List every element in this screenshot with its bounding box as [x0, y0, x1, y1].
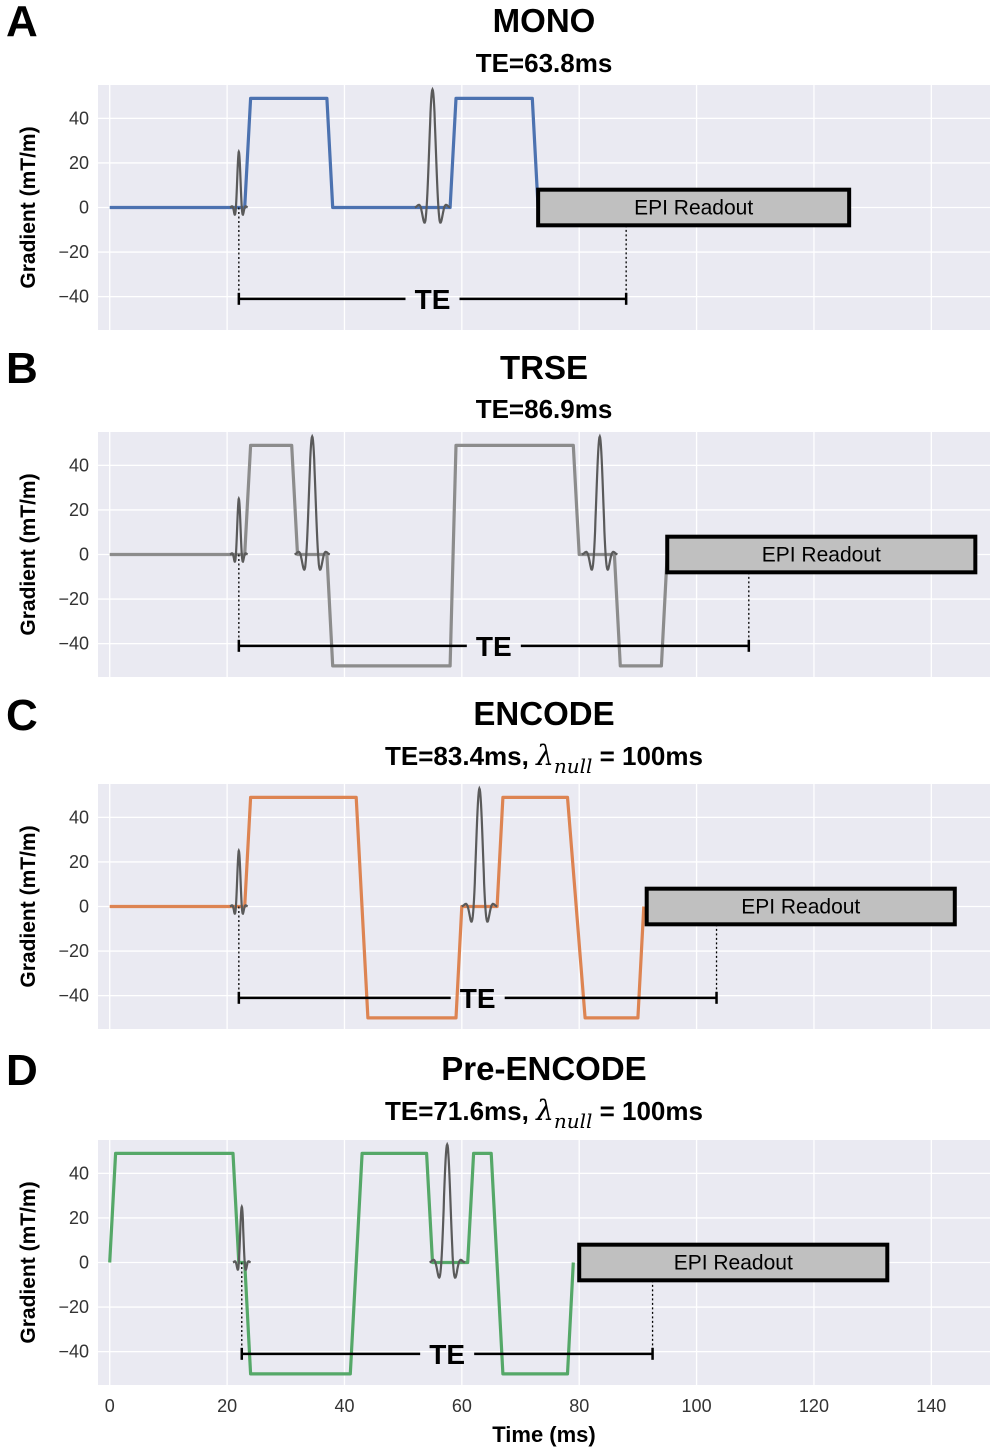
epi-readout-box: [665, 534, 978, 575]
y-tick-label: 0: [79, 1253, 89, 1273]
rf-refocusing-pulse: [581, 433, 618, 571]
y-tick-label: 0: [79, 897, 89, 917]
y-tick-label: −20: [58, 589, 89, 609]
x-tick-label: 0: [105, 1396, 115, 1416]
epi-readout-box: [536, 187, 852, 228]
x-tick-label: 140: [916, 1396, 946, 1416]
chart-title: MONO: [493, 2, 596, 39]
rf-excitation-pulse: [229, 495, 249, 563]
gradient-series: [109, 443, 669, 668]
x-tick-label: 60: [452, 1396, 472, 1416]
y-tick-label: 20: [69, 153, 89, 173]
te-label: TE: [460, 983, 496, 1014]
subtitle-te: TE=83.4ms,: [385, 741, 536, 771]
subtitle-te: TE=63.8ms: [476, 48, 613, 78]
panel-b: B TRSE TE=86.9ms 40 20 0 −20 −40 Gradient (mT/m)…: [6, 344, 990, 677]
epi-readout-box: [644, 886, 957, 927]
chart-subtitle: TE=63.8ms: [476, 48, 613, 78]
rf-excitation-pulse: [232, 1203, 252, 1271]
x-tick-label: 20: [217, 1396, 237, 1416]
y-tick-label: 40: [69, 807, 89, 827]
y-tick-label: 20: [69, 1208, 89, 1228]
rf-refocusing-pulse: [414, 86, 451, 224]
y-tick-label: 20: [69, 500, 89, 520]
rf-refocusing-pulse: [461, 785, 498, 923]
chart-subtitle: TE=71.6ms, λnull = 100ms: [385, 1094, 703, 1133]
rf-refocusing-pulse: [429, 1141, 466, 1279]
gradient-series: [108, 1151, 575, 1376]
x-tick-label: 120: [799, 1396, 829, 1416]
te-label: TE: [415, 284, 451, 315]
x-tick-label: 80: [569, 1396, 589, 1416]
subtitle-lambda-value: = 100ms: [592, 1096, 703, 1126]
panel-a: A MONO TE=63.8ms 40 20 0 −20 −40 Gradient (mT/m)…: [6, 0, 990, 330]
subtitle-te: TE=86.9ms: [476, 394, 613, 424]
chart-title: ENCODE: [473, 695, 614, 732]
panel-letter: A: [6, 0, 38, 46]
x-axis-label: Time (ms): [492, 1422, 596, 1447]
te-label: TE: [429, 1339, 465, 1370]
rf-refocusing-pulse: [294, 433, 331, 571]
epi-readout-label: EPI Readout: [762, 544, 881, 567]
y-tick-label: 40: [69, 455, 89, 475]
y-axis-label: Gradient (mT/m): [17, 1181, 40, 1343]
y-tick-label: 40: [69, 1163, 89, 1183]
chart-subtitle: TE=83.4ms, λnull = 100ms: [385, 739, 703, 778]
y-tick-label: −20: [58, 1297, 89, 1317]
y-axis-label: Gradient (mT/m): [17, 126, 40, 288]
y-tick-label: −20: [58, 242, 89, 262]
y-tick-label: 40: [69, 108, 89, 128]
panel-c: C ENCODE TE=83.4ms, λnull = 100ms 40 20 0 −20 −…: [6, 691, 990, 1029]
y-tick-label: −40: [58, 634, 89, 654]
lambda-symbol: λ: [535, 739, 554, 772]
epi-readout-label: EPI Readout: [741, 896, 860, 919]
chart-title: Pre-ENCODE: [441, 1050, 646, 1087]
panel-letter: C: [6, 691, 38, 740]
rf-excitation-pulse: [229, 148, 249, 216]
lambda-subscript: null: [554, 1109, 593, 1133]
lambda-subscript: null: [554, 754, 593, 778]
x-tick-label: 40: [334, 1396, 354, 1416]
x-tick-label: 100: [682, 1396, 712, 1416]
subtitle-lambda-value: = 100ms: [592, 741, 703, 771]
y-tick-label: −40: [58, 287, 89, 307]
panel-letter: D: [6, 1046, 38, 1095]
y-tick-label: 0: [79, 545, 89, 565]
panel-d: D Pre-ENCODE TE=71.6ms, λnull = 100ms 40 20 0…: [6, 1046, 990, 1447]
y-axis-label: Gradient (mT/m): [17, 825, 40, 987]
te-label: TE: [476, 631, 512, 662]
chart-subtitle: TE=86.9ms: [476, 394, 613, 424]
epi-readout-label: EPI Readout: [674, 1252, 793, 1275]
epi-readout-label: EPI Readout: [634, 197, 753, 220]
y-tick-label: 0: [79, 198, 89, 218]
lambda-symbol: λ: [535, 1094, 554, 1127]
y-tick-label: 20: [69, 852, 89, 872]
y-axis-label: Gradient (mT/m): [17, 473, 40, 635]
y-tick-label: −40: [58, 1342, 89, 1362]
epi-readout-box: [577, 1242, 890, 1283]
rf-excitation-pulse: [229, 847, 249, 915]
panel-letter: B: [6, 344, 38, 393]
y-tick-label: −20: [58, 941, 89, 961]
y-tick-label: −40: [58, 986, 89, 1006]
subtitle-te: TE=71.6ms,: [385, 1096, 536, 1126]
chart-title: TRSE: [500, 349, 588, 386]
